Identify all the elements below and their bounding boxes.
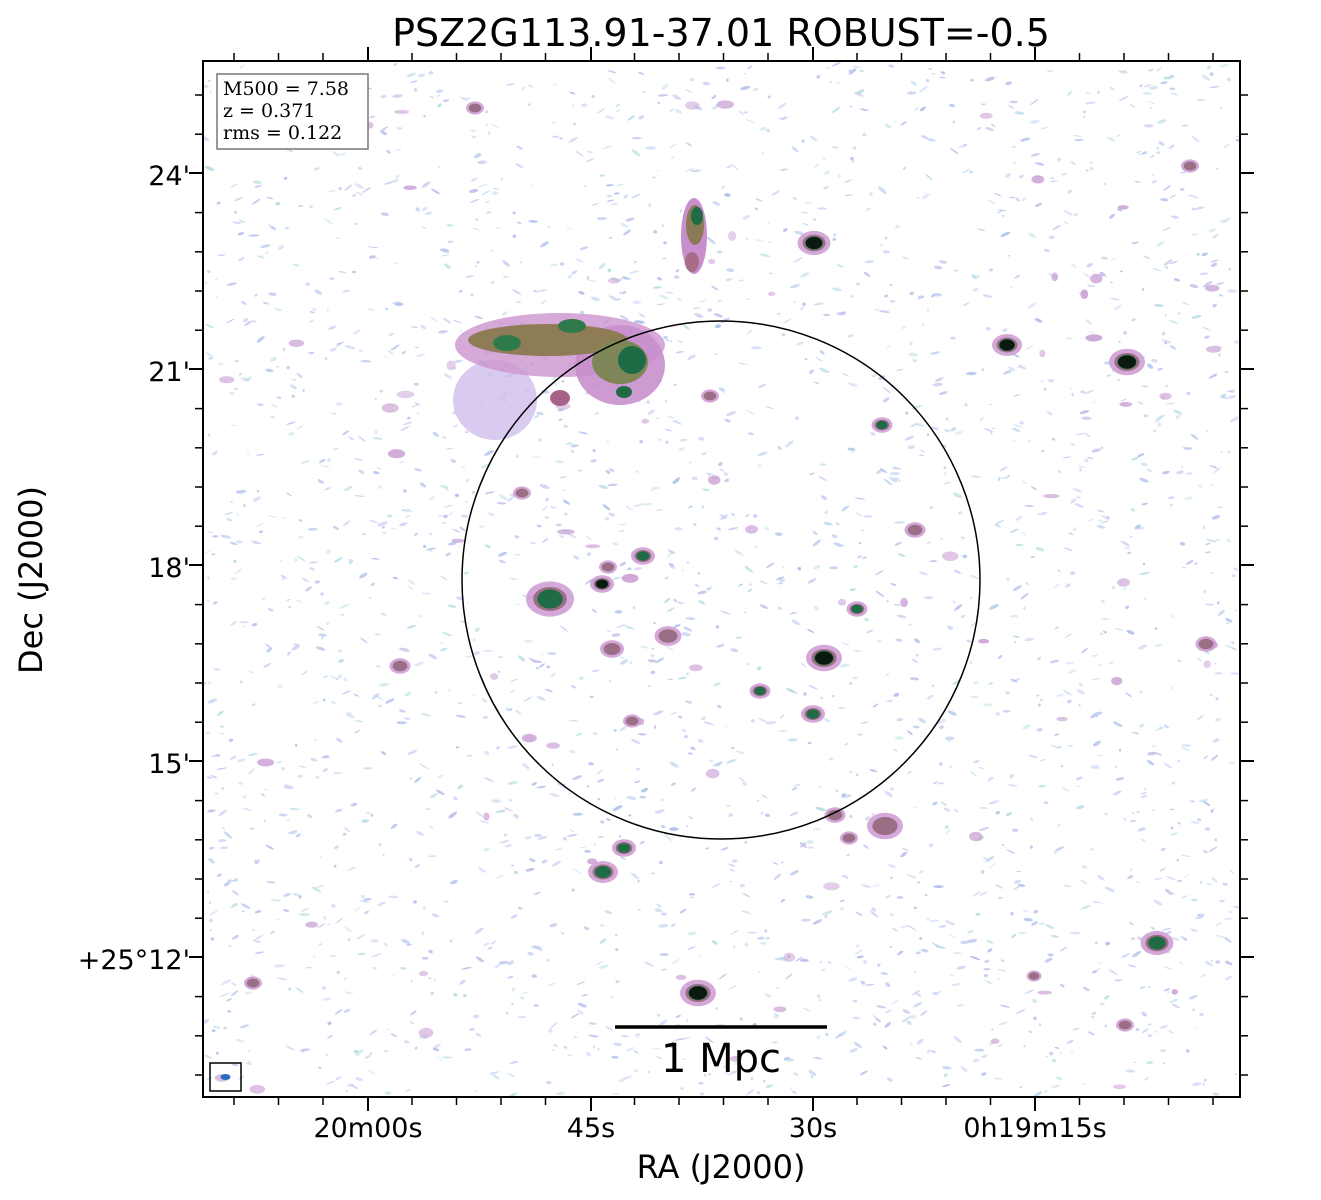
x-tick-label: 20m00s xyxy=(313,1113,422,1144)
plot-frame xyxy=(202,60,1241,1098)
beam-box xyxy=(209,1062,242,1092)
beam-ellipse xyxy=(220,1074,231,1080)
radio-source xyxy=(806,709,820,719)
y-tick-label: 18' xyxy=(148,553,190,584)
y-tick-label: +25°12' xyxy=(78,945,190,976)
x-tick-label: 45s xyxy=(567,1113,615,1144)
elongated-source xyxy=(681,198,707,274)
radio-source xyxy=(907,524,923,536)
diffuse-relic-emission xyxy=(453,313,665,440)
y-tick-labels: 24' 21' 18' 15' +25°12' xyxy=(78,161,190,976)
y-tick-label: 24' xyxy=(148,161,190,192)
radio-source xyxy=(596,579,608,589)
info-mass: M500 = 7.58 xyxy=(223,78,349,100)
x-tick-labels: 20m00s 45s 30s 0h19m15s xyxy=(313,1113,1106,1144)
radio-source xyxy=(815,651,833,665)
radio-source xyxy=(595,866,611,878)
radio-source xyxy=(703,391,717,401)
radio-source xyxy=(537,589,563,609)
radio-source xyxy=(827,809,843,821)
radio-source xyxy=(1198,638,1214,650)
background-noise xyxy=(203,61,1240,1097)
scale-bar: 1 Mpc xyxy=(615,1025,827,1082)
radio-source xyxy=(842,833,856,843)
radio-source xyxy=(805,236,823,250)
r500-circle xyxy=(461,320,981,840)
radio-source xyxy=(1118,355,1136,369)
radio-source xyxy=(617,843,631,853)
info-box: M500 = 7.58 z = 0.371 rms = 0.122 xyxy=(216,73,369,150)
info-rms: rms = 0.122 xyxy=(223,122,342,144)
radio-source xyxy=(999,339,1015,351)
axis-ticks xyxy=(189,47,1254,1111)
radio-source xyxy=(1028,972,1040,980)
radio-source xyxy=(1118,1020,1132,1030)
y-tick-label: 21' xyxy=(148,357,190,388)
radio-source xyxy=(872,817,898,835)
scale-bar-label: 1 Mpc xyxy=(661,1036,781,1082)
radio-source xyxy=(658,629,678,643)
x-axis-label: RA (J2000) xyxy=(637,1148,806,1186)
radio-source xyxy=(515,488,529,498)
radio-source xyxy=(625,716,639,726)
radio-source xyxy=(246,978,260,988)
y-tick-label: 15' xyxy=(148,749,190,780)
y-axis-label: Dec (J2000) xyxy=(12,486,50,674)
radio-source xyxy=(1148,936,1166,950)
beam-indicator xyxy=(209,1062,242,1092)
radio-source xyxy=(601,562,615,572)
radio-source xyxy=(754,686,766,696)
compact-sources xyxy=(244,101,1217,1032)
image-background xyxy=(203,61,1240,1097)
plot-title: PSZ2G113.91-37.01 ROBUST=-0.5 xyxy=(392,11,1050,55)
radio-source xyxy=(851,604,863,614)
info-box-frame xyxy=(216,73,369,150)
x-tick-label: 0h19m15s xyxy=(963,1113,1106,1144)
radio-source xyxy=(1183,161,1197,171)
radio-source xyxy=(689,986,707,1000)
radio-source xyxy=(392,660,408,672)
radio-source xyxy=(603,643,621,655)
radio-source xyxy=(636,551,650,561)
info-redshift: z = 0.371 xyxy=(223,100,315,122)
x-tick-label: 30s xyxy=(789,1113,837,1144)
image-panel: 1 Mpc M500 = 7.58 z = 0.371 rms = 0.122 xyxy=(189,47,1254,1111)
radio-source xyxy=(468,103,482,113)
radio-source xyxy=(876,420,888,430)
